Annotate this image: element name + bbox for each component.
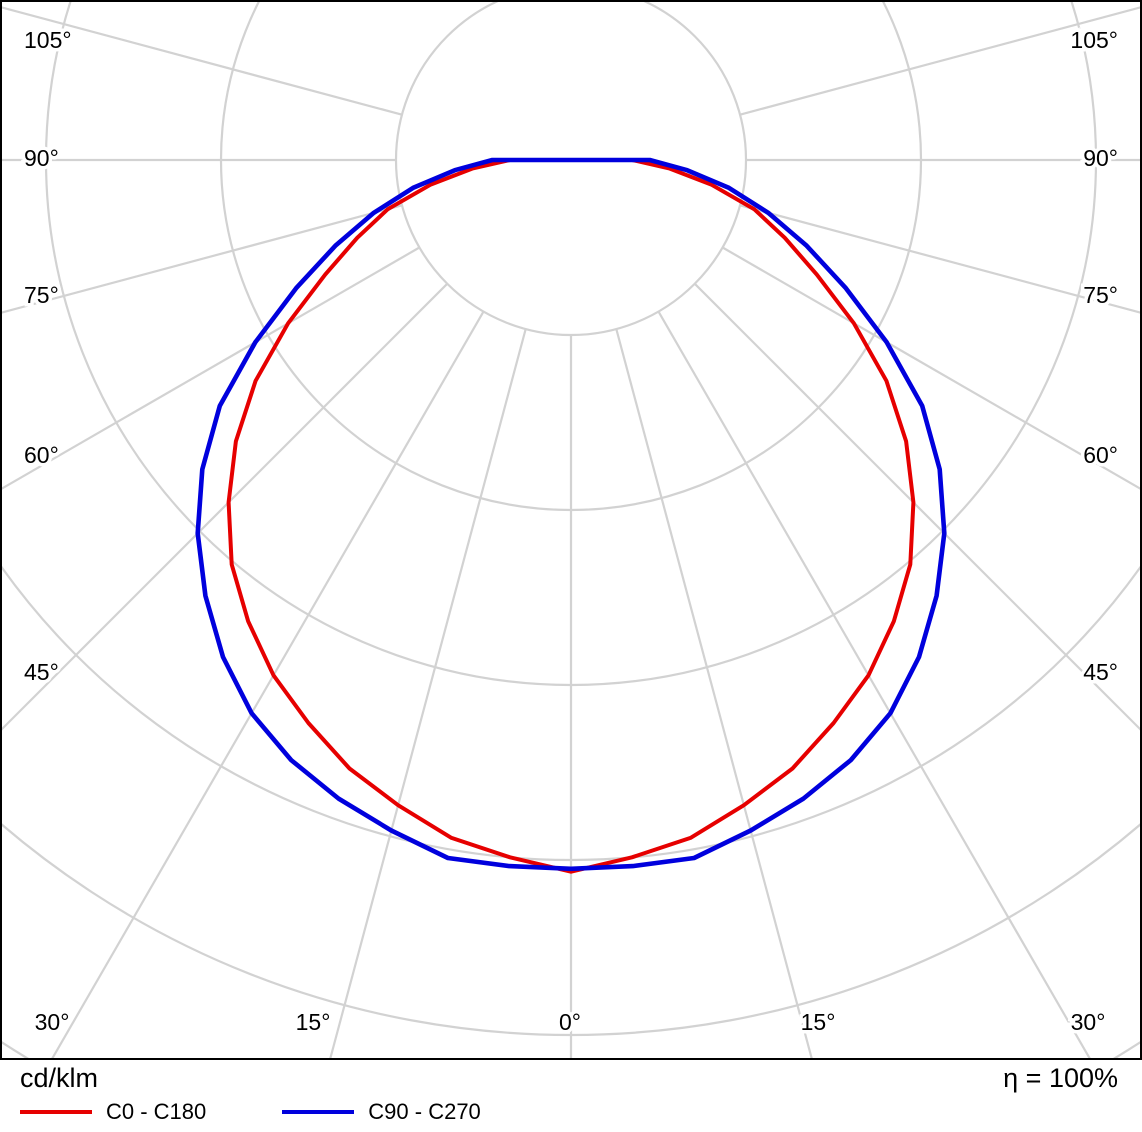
grid-spoke (615, 328, 813, 1058)
grid-spoke (693, 282, 1140, 731)
curve-c90-c270 (195, 157, 947, 872)
angle-label: 30° (1071, 1009, 1106, 1035)
angle-label: 60° (24, 442, 59, 468)
angle-label: 45° (24, 659, 59, 685)
polar-chart: 105° 105° 90° 90° 75° 75° 60° 60° 45° 45° 30° 15° 0°… (2, 2, 1140, 1058)
grid-spoke (51, 311, 485, 1058)
angle-label: 75° (24, 282, 59, 308)
grid-spoke (2, 246, 420, 490)
units-label: cd/klm (20, 1063, 99, 1093)
angle-label: 30° (35, 1009, 70, 1035)
angle-label: 105° (24, 27, 72, 53)
footer-top-row: cd/klm η = 100% (20, 1064, 1118, 1092)
angle-label: 45° (1083, 659, 1118, 685)
angle-label: 105° (1070, 27, 1118, 53)
legend-line-swatch (20, 1110, 92, 1114)
angle-label: 75° (1083, 282, 1118, 308)
angle-label: 15° (296, 1009, 331, 1035)
grid-spoke (2, 204, 403, 314)
grid-spoke (2, 6, 403, 116)
angle-label: 60° (1083, 442, 1118, 468)
grid-spoke (329, 328, 527, 1058)
legend: C0 - C180 C90 - C270 (20, 1101, 1118, 1123)
angle-label: 15° (801, 1009, 836, 1035)
angle-label: 0° (559, 1009, 581, 1035)
grid-spoke (739, 6, 1140, 116)
grid-spoke (739, 204, 1140, 314)
legend-item: C0 - C180 (20, 1101, 206, 1123)
angle-label: 90° (24, 145, 59, 171)
curve-c0-c180 (226, 158, 916, 874)
legend-line-swatch (282, 1110, 355, 1114)
grid-spoke (2, 282, 449, 731)
polar-plot-area: 105° 105° 90° 90° 75° 75° 60° 60° 45° 45° 30° 15° 0°… (0, 0, 1142, 1060)
legend-label: C0 - C180 (106, 1099, 207, 1124)
grid-ring (394, 2, 748, 337)
legend-item: C90 - C270 (282, 1101, 481, 1123)
legend-label: C90 - C270 (368, 1099, 481, 1124)
footer: cd/klm η = 100% C0 - C180 C90 - C270 (0, 1060, 1142, 1132)
grid-spoke (657, 311, 1091, 1058)
efficiency-label: η = 100% (1003, 1063, 1118, 1093)
angle-label: 90° (1083, 145, 1118, 171)
grid-spoke (722, 246, 1140, 490)
